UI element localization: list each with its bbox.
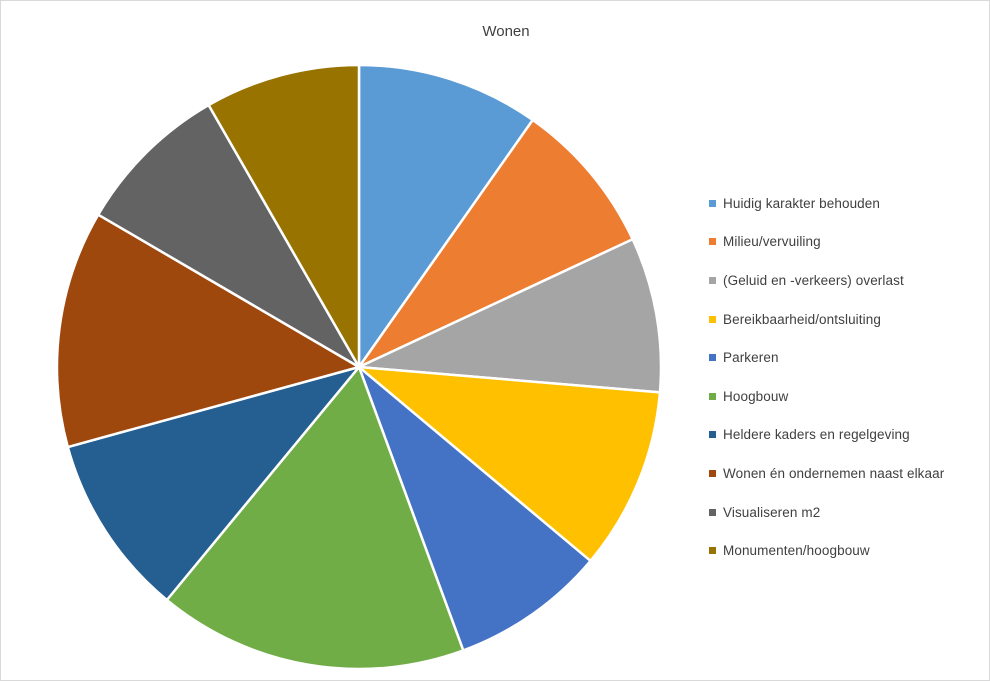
- legend-swatch: [709, 392, 716, 400]
- legend-swatch: [709, 276, 716, 284]
- legend-swatch: [709, 469, 716, 477]
- pie-slice-huidig-karakter-behouden: [357, 63, 534, 369]
- legend-swatch: [709, 508, 716, 516]
- legend-item-wonen-en-ondernemen-naast-elkaar: Wonen én ondernemen naast elkaar: [709, 454, 989, 493]
- legend-item-bereikbaarheid-ontsluiting: Bereikbaarheid/ontsluiting: [709, 300, 989, 339]
- pie-slice-bereikbaarheid-ontsluiting: [357, 365, 662, 563]
- legend-item-geluid-en-verkeers-overlast: (Geluid en -verkeers) overlast: [709, 261, 989, 300]
- legend-label: Bereikbaarheid/ontsluiting: [723, 311, 881, 327]
- pie-slice-milieu-vervuiling: [357, 118, 634, 369]
- pie-slice-visualiseren-m2: [96, 103, 361, 369]
- legend-label: Hoogbouw: [723, 388, 789, 404]
- legend-item-milieu-vervuiling: Milieu/vervuiling: [709, 223, 989, 262]
- legend-swatch: [709, 431, 716, 439]
- pie-slice-parkeren: [357, 365, 592, 652]
- legend-item-hoogbouw: Hoogbouw: [709, 377, 989, 416]
- legend-label: Wonen én ondernemen naast elkaar: [723, 465, 945, 481]
- legend-swatch: [709, 199, 716, 207]
- pie-slice-monumenten-hoogbouw: [207, 63, 361, 369]
- legend-item-parkeren: Parkeren: [709, 338, 989, 377]
- legend-swatch: [709, 547, 716, 555]
- legend-swatch: [709, 238, 716, 246]
- legend-item-huidig-karakter-behouden: Huidig karakter behouden: [709, 184, 989, 223]
- legend-label: Heldere kaders en regelgeving: [723, 427, 910, 443]
- pie-slice-geluid-en-verkeers-overlast: [357, 238, 663, 394]
- legend-label: Visualiseren m2: [723, 504, 821, 520]
- legend-item-monumenten-hoogbouw: Monumenten/hoogbouw: [709, 531, 989, 570]
- legend-label: Milieu/vervuiling: [723, 234, 821, 250]
- pie-slice-wonen-en-ondernemen-naast-elkaar: [55, 213, 361, 449]
- chart-legend: Huidig karakter behouden Milieu/vervuilin…: [709, 184, 989, 570]
- legend-swatch: [709, 354, 716, 362]
- legend-item-heldere-kaders-en-regelgeving: Heldere kaders en regelgeving: [709, 416, 989, 455]
- legend-label: Huidig karakter behouden: [723, 195, 881, 211]
- pie-slice-hoogbouw: [165, 365, 465, 671]
- pie-slice-heldere-kaders-en-regelgeving: [66, 365, 361, 602]
- legend-label: (Geluid en -verkeers) overlast: [723, 272, 904, 288]
- chart-title: Wonen: [482, 23, 530, 40]
- legend-swatch: [709, 315, 716, 323]
- legend-label: Monumenten/hoogbouw: [723, 543, 870, 559]
- legend-label: Parkeren: [723, 350, 779, 366]
- legend-item-visualiseren-m2: Visualiseren m2: [709, 493, 989, 532]
